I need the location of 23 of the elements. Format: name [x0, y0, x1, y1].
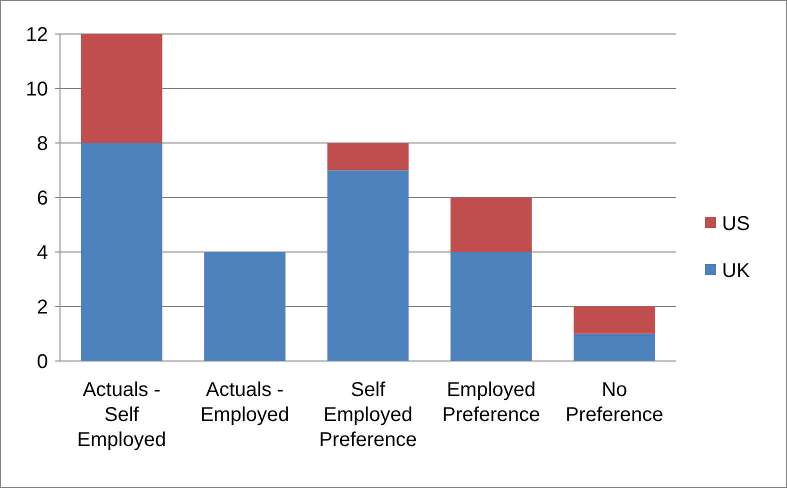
x-tick-label: No Preference: [565, 379, 664, 426]
bar: [80, 143, 162, 361]
legend-label: US: [722, 213, 750, 235]
legend-label: UK: [722, 260, 750, 282]
y-tick-label: 12: [26, 24, 48, 46]
y-tick-label: 0: [36, 351, 48, 373]
x-tick-label: Employed Preference: [442, 379, 540, 426]
bar: [574, 306, 656, 334]
y-tick-label: 2: [36, 296, 48, 318]
bar: [327, 170, 409, 361]
bar: [450, 252, 532, 361]
x-tick-label: Self Employed Preference: [319, 379, 417, 451]
bar: [204, 252, 286, 361]
bar: [450, 198, 532, 252]
y-tick-label: 4: [36, 242, 48, 264]
y-tick-label: 10: [26, 78, 48, 100]
x-tick-label: Actuals - Self Employed: [77, 379, 166, 451]
bar: [327, 143, 409, 170]
bar: [574, 334, 656, 361]
bar: [80, 34, 162, 143]
y-tick-label: 8: [36, 133, 48, 155]
y-tick-label: 6: [36, 188, 48, 210]
x-tick-label: Actuals - Employed: [200, 379, 290, 426]
